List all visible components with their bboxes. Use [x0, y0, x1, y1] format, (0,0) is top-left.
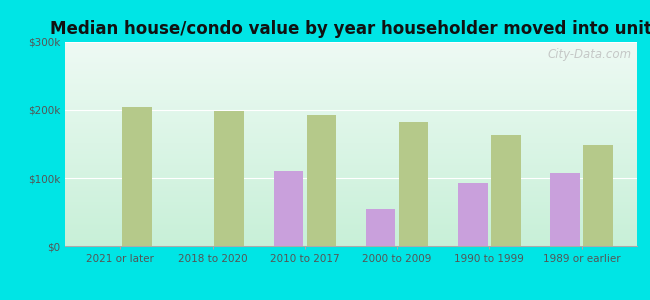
Bar	[551, 173, 580, 246]
Bar	[307, 115, 336, 246]
Bar	[458, 183, 488, 246]
Bar	[366, 208, 395, 246]
Bar	[122, 106, 151, 246]
Bar	[584, 146, 613, 246]
Text: City-Data.com: City-Data.com	[547, 48, 631, 61]
Legend: Lovilia, Iowa: Lovilia, Iowa	[281, 297, 421, 300]
Bar	[274, 171, 303, 246]
Bar	[399, 122, 428, 246]
Bar	[214, 111, 244, 246]
Bar	[491, 135, 521, 246]
Title: Median house/condo value by year householder moved into unit: Median house/condo value by year househo…	[50, 20, 650, 38]
